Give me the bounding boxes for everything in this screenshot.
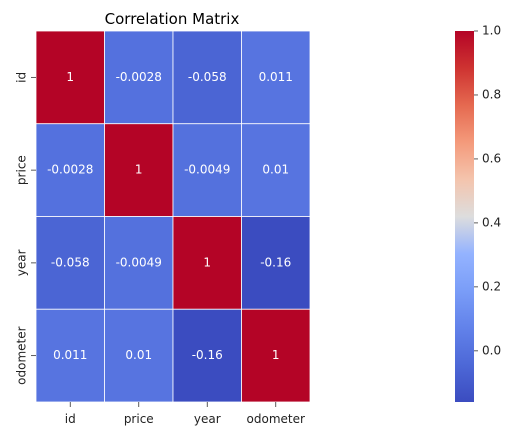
heatmap-cell-price-id bbox=[35, 123, 105, 217]
heatmap-cell-year-odometer bbox=[241, 216, 311, 310]
heatmap-cell-value-year-price: -0.0049 bbox=[116, 255, 162, 269]
heatmap-cell-labels: 1 -0.0028 -0.058 0.011-0.0028 1 -0.0049 0.01-0… bbox=[47, 70, 293, 362]
heatmap-cell-value-odometer-odometer: 1 bbox=[272, 348, 280, 362]
heatmap-cell-odometer-id bbox=[35, 308, 105, 403]
heatmap-cell-value-id-price: -0.0028 bbox=[116, 70, 162, 84]
y-axis-label-id: id bbox=[15, 72, 29, 83]
colorbar-tick-label-0-0: 0.0 bbox=[482, 343, 501, 357]
heatmap-cell-value-odometer-price: 0.01 bbox=[125, 348, 152, 362]
colorbar-tick-label-0-4: 0.4 bbox=[482, 215, 501, 229]
heatmap-cell-odometer-price bbox=[104, 308, 174, 403]
heatmap-cell-id-id bbox=[35, 30, 105, 125]
heatmap-cell-value-odometer-id: 0.011 bbox=[53, 348, 87, 362]
heatmap-cell-value-price-id: -0.0028 bbox=[47, 163, 93, 177]
heatmap-cell-year-price bbox=[104, 216, 174, 310]
colorbar-tick-label-0-6: 0.6 bbox=[482, 151, 501, 165]
chart-title: Correlation Matrix bbox=[105, 10, 240, 28]
heatmap-cell-value-price-odometer: 0.01 bbox=[262, 163, 289, 177]
heatmap-cell-odometer-odometer bbox=[241, 308, 311, 403]
heatmap-cell-value-year-odometer: -0.16 bbox=[260, 255, 291, 269]
x-axis: id price year odometer bbox=[65, 402, 305, 426]
heatmap-cell-id-odometer bbox=[241, 30, 311, 125]
heatmap-cell-value-id-odometer: 0.011 bbox=[259, 70, 293, 84]
y-axis-label-price: price bbox=[15, 155, 29, 185]
heatmap-cell-value-id-id: 1 bbox=[66, 70, 74, 84]
heatmap-cell-value-price-price: 1 bbox=[135, 163, 143, 177]
x-axis-label-id: id bbox=[65, 412, 76, 426]
heatmap-cell-value-year-year: 1 bbox=[203, 255, 211, 269]
heatmap-cell-value-id-year: -0.058 bbox=[188, 70, 227, 84]
heatmap-cells bbox=[35, 30, 311, 403]
x-axis-label-price: price bbox=[124, 412, 154, 426]
heatmap-cell-id-price bbox=[104, 30, 174, 125]
x-axis-label-year: year bbox=[194, 412, 221, 426]
colorbar-tick-label-1-0: 1.0 bbox=[482, 24, 501, 38]
heatmap-cell-odometer-year bbox=[172, 308, 242, 403]
y-axis: id price year odometer bbox=[15, 72, 36, 385]
colorbar: 0.0 0.2 0.4 0.6 0.8 1.0 bbox=[455, 24, 501, 402]
colorbar-gradient bbox=[455, 31, 474, 402]
y-axis-label-year: year bbox=[15, 249, 29, 276]
heatmap-cell-price-price bbox=[104, 123, 174, 217]
heatmap-cell-value-odometer-year: -0.16 bbox=[192, 348, 223, 362]
x-axis-label-odometer: odometer bbox=[247, 412, 305, 426]
heatmap-cell-price-odometer bbox=[241, 123, 311, 217]
heatmap-cell-value-year-id: -0.058 bbox=[51, 255, 90, 269]
y-axis-label-odometer: odometer bbox=[15, 326, 29, 384]
colorbar-tick-label-0-2: 0.2 bbox=[482, 279, 501, 293]
heatmap-cell-id-year bbox=[172, 30, 242, 125]
heatmap-cell-value-price-year: -0.0049 bbox=[184, 163, 230, 177]
colorbar-tick-label-0-8: 0.8 bbox=[482, 87, 501, 101]
